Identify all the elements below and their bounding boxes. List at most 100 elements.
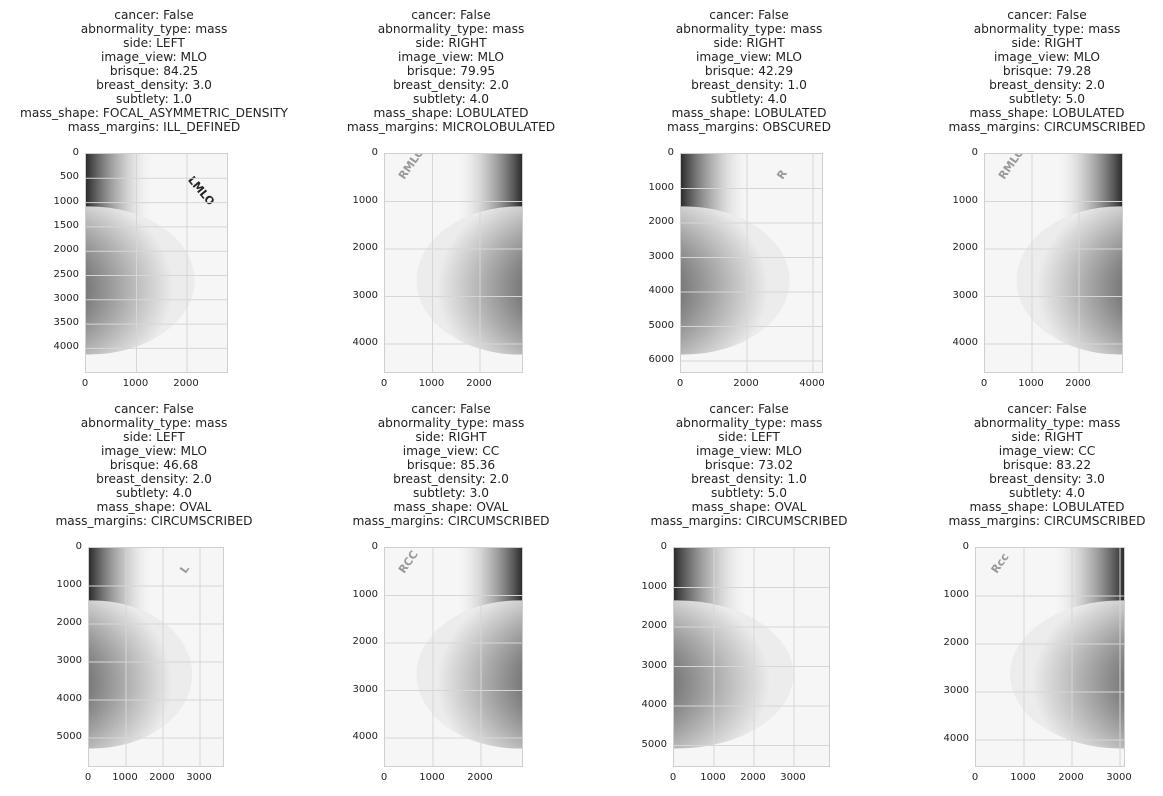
y-tick-label: 2000 xyxy=(952,242,978,253)
title-line: cancer: False xyxy=(709,402,789,416)
panel-title: cancer: False abnormality_type: mass sid… xyxy=(301,8,601,134)
title-line: subtlety: 4.0 xyxy=(711,92,787,106)
title-line: breast_density: 2.0 xyxy=(393,472,509,486)
panel-title: cancer: False abnormality_type: mass sid… xyxy=(4,8,304,134)
panel-title: cancer: False abnormality_type: mass sid… xyxy=(301,402,601,528)
title-line: cancer: False xyxy=(709,8,789,22)
y-tick-label: 3000 xyxy=(56,655,82,666)
y-tick-label: 5000 xyxy=(56,731,82,742)
breast-tissue xyxy=(1010,600,1124,749)
title-line: image_view: CC xyxy=(402,444,500,458)
y-tick-label: 2500 xyxy=(53,268,79,280)
mammogram-image: RMLO xyxy=(384,153,523,373)
mammogram-image: RMLO xyxy=(984,153,1123,373)
y-tick-label: 0 xyxy=(371,147,378,158)
title-line: subtlety: 5.0 xyxy=(711,486,787,500)
title-line: side: RIGHT xyxy=(1011,430,1083,444)
title-line: image_view: MLO xyxy=(696,50,802,64)
title-line: breast_density: 2.0 xyxy=(393,78,509,92)
y-tick-label: 0 xyxy=(962,541,969,552)
title-line: cancer: False xyxy=(1007,402,1087,416)
y-tick-label: 2000 xyxy=(53,244,79,256)
title-line: mass_shape: LOBULATED xyxy=(373,106,529,120)
y-tick-label: 1000 xyxy=(352,588,378,600)
title-line: mass_shape: OVAL xyxy=(393,500,509,514)
title-line: side: RIGHT xyxy=(1011,36,1083,50)
title-line: breast_density: 3.0 xyxy=(989,472,1105,486)
y-tick-label: 1000 xyxy=(641,580,667,592)
title-line: mass_margins: ILL_DEFINED xyxy=(67,120,241,134)
panel-title: cancer: False abnormality_type: mass sid… xyxy=(4,402,304,528)
breast-tissue xyxy=(674,600,794,749)
title-line: mass_margins: MICROLOBULATED xyxy=(346,120,556,134)
y-tick-label: 1000 xyxy=(53,195,79,207)
y-tick-label: 2000 xyxy=(641,620,667,631)
x-tick-label: 1000 xyxy=(419,772,445,783)
breast-tissue xyxy=(681,206,790,355)
y-tick-label: 0 xyxy=(75,541,82,552)
title-line: mass_margins: CIRCUMSCRIBED xyxy=(352,514,550,528)
y-tick-label: 5000 xyxy=(641,738,667,750)
title-line: breast_density: 1.0 xyxy=(691,472,807,486)
breast-tissue xyxy=(416,600,522,749)
y-tick-label: 3000 xyxy=(352,289,378,301)
title-line: image_view: MLO xyxy=(696,444,802,458)
breast-tissue xyxy=(86,206,195,355)
title-line: subtlety: 4.0 xyxy=(413,92,489,106)
mammogram-image: LMLO xyxy=(85,153,228,373)
x-tick-label: 2000 xyxy=(740,772,766,783)
y-tick-label: 2000 xyxy=(648,216,674,227)
title-line: brisque: 83.22 xyxy=(1002,458,1092,472)
title-line: mass_shape: OVAL xyxy=(96,500,212,514)
x-tick-label: 3000 xyxy=(186,772,212,783)
title-line: brisque: 79.95 xyxy=(406,64,496,78)
title-line: breast_density: 1.0 xyxy=(691,78,807,92)
title-line: image_view: MLO xyxy=(398,50,504,64)
x-tick-label: 2000 xyxy=(149,772,175,783)
x-tick-label: 2000 xyxy=(173,378,199,389)
y-tick-label: 4000 xyxy=(952,337,978,348)
panel-title: cancer: False abnormality_type: mass sid… xyxy=(897,402,1163,528)
title-line: mass_shape: LOBULATED xyxy=(671,106,827,120)
title-line: breast_density: 2.0 xyxy=(989,78,1105,92)
title-line: brisque: 46.68 xyxy=(109,458,199,472)
title-line: side: RIGHT xyxy=(415,430,487,444)
title-line: image_view: CC xyxy=(998,444,1096,458)
title-line: mass_margins: OBSCURED xyxy=(667,120,831,134)
y-tick-label: 2000 xyxy=(56,617,82,628)
mammogram-image: Rcc xyxy=(975,547,1125,767)
title-line: cancer: False xyxy=(114,402,194,416)
x-tick-label: 1000 xyxy=(700,772,726,783)
y-tick-label: 4000 xyxy=(648,285,674,296)
title-line: brisque: 42.29 xyxy=(704,64,794,78)
y-tick-label: 4000 xyxy=(352,337,378,348)
title-line: brisque: 84.25 xyxy=(109,64,199,78)
y-tick-label: 1000 xyxy=(56,579,82,590)
y-tick-label: 3000 xyxy=(641,659,667,671)
y-tick-label: 1000 xyxy=(648,181,674,193)
y-tick-label: 5000 xyxy=(648,319,674,331)
title-line: brisque: 73.02 xyxy=(704,458,794,472)
y-tick-label: 1500 xyxy=(53,219,79,231)
title-line: abnormality_type: mass xyxy=(973,416,1121,430)
x-tick-label: 0 xyxy=(84,772,92,783)
x-tick-label: 4000 xyxy=(799,378,825,389)
y-tick-label: 0 xyxy=(72,147,79,158)
y-tick-label: 0 xyxy=(667,147,674,158)
y-tick-label: 1000 xyxy=(352,194,378,206)
y-tick-label: 1000 xyxy=(952,194,978,206)
x-tick-label: 2000 xyxy=(1065,378,1091,389)
y-tick-label: 3000 xyxy=(53,292,79,304)
title-line: mass_margins: CIRCUMSCRIBED xyxy=(650,514,848,528)
title-line: mass_margins: CIRCUMSCRIBED xyxy=(948,120,1146,134)
mammogram-image: L xyxy=(88,547,224,767)
y-tick-label: 2000 xyxy=(352,636,378,647)
y-tick-label: 3000 xyxy=(943,685,969,696)
title-line: mass_shape: LOBULATED xyxy=(969,106,1125,120)
x-tick-label: 2000 xyxy=(467,772,493,783)
y-tick-label: 3000 xyxy=(648,250,674,262)
title-line: side: LEFT xyxy=(123,36,185,50)
title-line: abnormality_type: mass xyxy=(377,416,525,430)
y-tick-label: 3000 xyxy=(952,289,978,301)
y-tick-label: 4000 xyxy=(641,699,667,710)
